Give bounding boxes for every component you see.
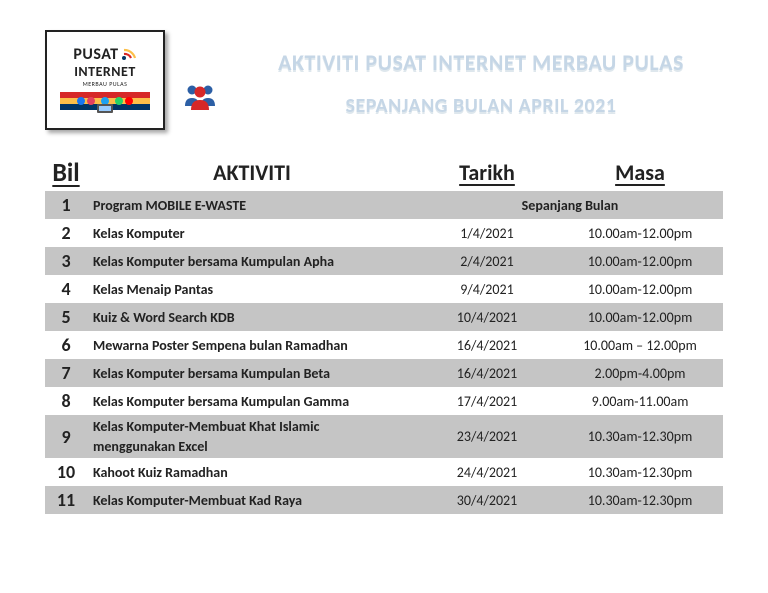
table-header-row: Bil AKTIVITI Tarikh Masa (45, 154, 723, 191)
cell-bil: 11 (45, 489, 87, 511)
header: PUSAT INTERNET MERBAU PULAS (45, 30, 723, 130)
cell-bil: 1 (45, 194, 87, 216)
header-tarikh: Tarikh (417, 159, 557, 186)
cell-merged-span: Sepanjang Bulan (417, 197, 723, 214)
cell-aktiviti: Kelas Komputer bersama Kumpulan Beta (87, 365, 417, 382)
cell-aktiviti: Program MOBILE E-WASTE (87, 197, 417, 214)
table-row: 4Kelas Menaip Pantas9/4/202110.00am-12.0… (45, 275, 723, 303)
aktiviti-line2: menggunakan Excel (93, 438, 417, 455)
table-row: 11Kelas Komputer-Membuat Kad Raya30/4/20… (45, 486, 723, 514)
header-aktiviti: AKTIVITI (87, 159, 417, 186)
cell-aktiviti: Kelas Komputer-Membuat Kad Raya (87, 492, 417, 509)
cell-aktiviti: Mewarna Poster Sempena bulan Ramadhan (87, 337, 417, 354)
cell-tarikh: 24/4/2021 (417, 464, 557, 481)
table-row: 8Kelas Komputer bersama Kumpulan Gamma17… (45, 387, 723, 415)
cell-masa: 10.30am-12.30pm (557, 464, 723, 481)
cell-masa: 2.00pm-4.00pm (557, 365, 723, 382)
page-subtitle: SEPANJANG BULAN APRIL 2021 (346, 94, 617, 118)
table-row: 2Kelas Komputer1/4/202110.00am-12.00pm (45, 219, 723, 247)
title-block: AKTIVITI PUSAT INTERNET MERBAU PULAS SEP… (239, 49, 723, 118)
cell-masa: 10.00am-12.00pm (557, 225, 723, 242)
cell-bil: 4 (45, 278, 87, 300)
cell-tarikh: 9/4/2021 (417, 281, 557, 298)
header-bil: Bil (45, 156, 87, 188)
table-row: 3Kelas Komputer bersama Kumpulan Apha2/4… (45, 247, 723, 275)
cell-bil: 6 (45, 334, 87, 356)
cell-masa: 10.00am-12.00pm (557, 281, 723, 298)
cell-aktiviti: Kelas Komputer (87, 225, 417, 242)
wifi-arc-icon (121, 46, 137, 64)
cell-bil: 5 (45, 306, 87, 328)
cell-bil: 7 (45, 362, 87, 384)
aktiviti-line1: Kelas Komputer-Membuat Khat Islamic (93, 418, 417, 435)
cell-bil: 8 (45, 390, 87, 412)
table-row: 7Kelas Komputer bersama Kumpulan Beta16/… (45, 359, 723, 387)
cell-aktiviti: Kelas Komputer-Membuat Khat Islamic mengg… (87, 418, 417, 455)
table-row: 10Kahoot Kuiz Ramadhan24/4/202110.30am-1… (45, 458, 723, 486)
logo-box: PUSAT INTERNET MERBAU PULAS (45, 30, 165, 130)
cell-aktiviti: Kelas Menaip Pantas (87, 281, 417, 298)
cell-tarikh: 1/4/2021 (417, 225, 557, 242)
cell-aktiviti: Kelas Komputer bersama Kumpulan Apha (87, 253, 417, 270)
header-masa: Masa (557, 159, 723, 186)
table-body: 1Program MOBILE E-WASTESepanjang Bulan2K… (45, 191, 723, 514)
logo-sub-text: MERBAU PULAS (83, 80, 128, 88)
cell-masa: 10.30am-12.30pm (557, 428, 723, 445)
cell-tarikh: 30/4/2021 (417, 492, 557, 509)
cell-masa: 9.00am-11.00am (557, 393, 723, 410)
cell-tarikh: 16/4/2021 (417, 365, 557, 382)
table-row: 6Mewarna Poster Sempena bulan Ramadhan16… (45, 331, 723, 359)
cell-bil: 9 (45, 426, 87, 448)
cell-tarikh: 16/4/2021 (417, 337, 557, 354)
cell-masa: 10.00am-12.00pm (557, 309, 723, 326)
cell-bil: 2 (45, 222, 87, 244)
logo-bottom-text: INTERNET (74, 65, 136, 79)
table-row: 1Program MOBILE E-WASTESepanjang Bulan (45, 191, 723, 219)
cell-bil: 3 (45, 250, 87, 272)
cell-aktiviti: Kuiz & Word Search KDB (87, 309, 417, 326)
cell-tarikh: 10/4/2021 (417, 309, 557, 326)
cell-tarikh: 17/4/2021 (417, 393, 557, 410)
cell-tarikh: 23/4/2021 (417, 428, 557, 445)
cell-masa: 10.00am – 12.00pm (557, 337, 723, 354)
logo-top-text: PUSAT (73, 46, 136, 64)
logo-mini-icons (73, 96, 137, 114)
table-row: 9 Kelas Komputer-Membuat Khat Islamic meng… (45, 415, 723, 458)
people-icon (183, 82, 217, 110)
cell-masa: 10.30am-12.30pm (557, 492, 723, 509)
cell-tarikh: 2/4/2021 (417, 253, 557, 270)
logo-word-pusat: PUSAT (73, 47, 118, 63)
cell-aktiviti: Kahoot Kuiz Ramadhan (87, 464, 417, 481)
cell-masa: 10.00am-12.00pm (557, 253, 723, 270)
activity-table: Bil AKTIVITI Tarikh Masa 1Program MOBILE… (45, 154, 723, 514)
table-row: 5Kuiz & Word Search KDB10/4/202110.00am-… (45, 303, 723, 331)
cell-aktiviti: Kelas Komputer bersama Kumpulan Gamma (87, 393, 417, 410)
cell-bil: 10 (45, 461, 87, 483)
page-title: AKTIVITI PUSAT INTERNET MERBAU PULAS (278, 49, 684, 76)
